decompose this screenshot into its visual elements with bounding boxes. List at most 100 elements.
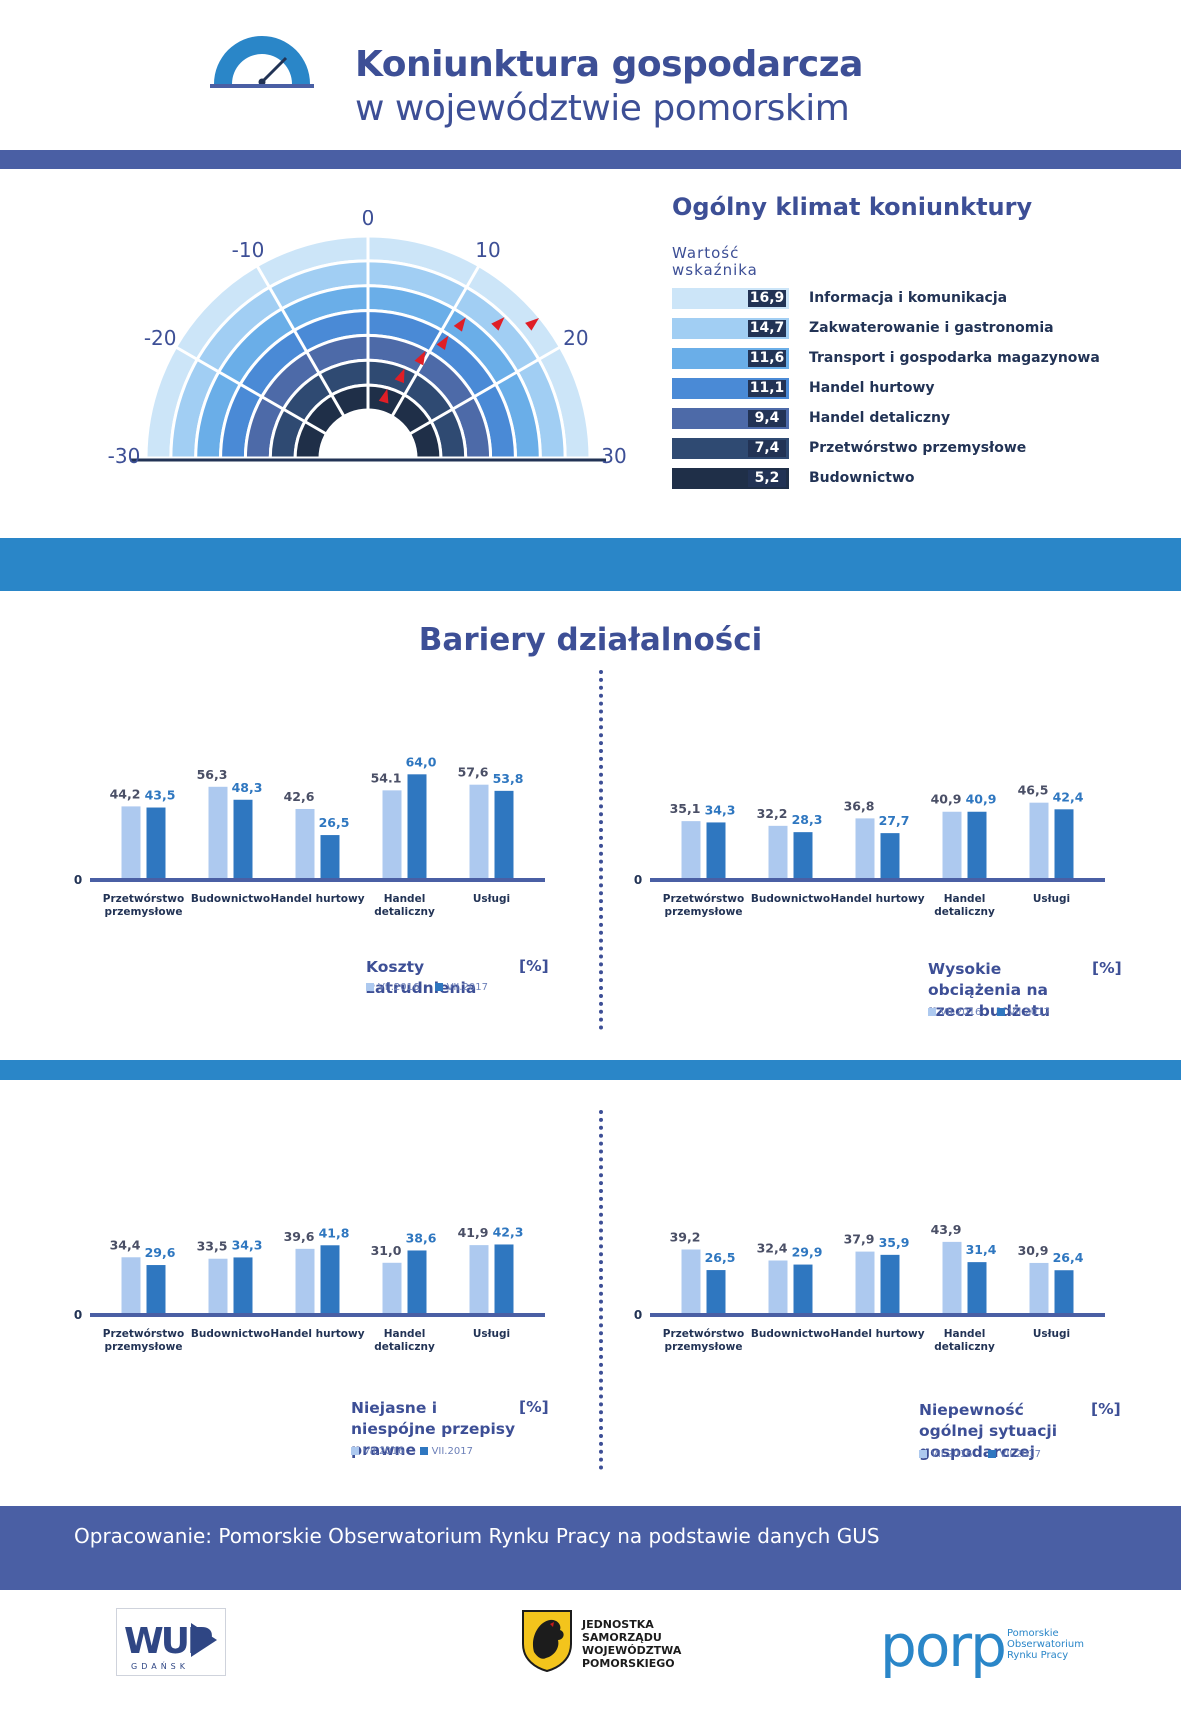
category-label: Handel detaliczny bbox=[374, 1328, 435, 1353]
bar-2016 bbox=[942, 1241, 962, 1313]
legend-2017: VII.2017 bbox=[1008, 1007, 1050, 1018]
bar-2016 bbox=[382, 1262, 402, 1313]
chart0-unit: [%] bbox=[519, 957, 549, 975]
porp-logo-text: Pomorskie Obserwatorium Rynku Pracy bbox=[1007, 1628, 1085, 1661]
category-label: Handel detaliczny bbox=[934, 1328, 995, 1353]
data-label: 29,6 bbox=[145, 1245, 176, 1260]
gauge-legend-row: 5,2 Budownictwo bbox=[672, 468, 1181, 490]
bar-2016 bbox=[469, 784, 489, 878]
data-label: 28,3 bbox=[792, 812, 823, 827]
bar-2017 bbox=[1054, 1270, 1074, 1313]
bar-2016 bbox=[768, 825, 788, 878]
gauge-legend-row: 16,9 Informacja i komunikacja bbox=[672, 288, 1181, 310]
legend-2016: VII.2016 bbox=[363, 1446, 405, 1457]
data-label: 33,5 bbox=[197, 1239, 228, 1254]
gauge-arrow bbox=[525, 318, 540, 331]
gauge-divider bbox=[255, 264, 346, 418]
category-label: Budownictwo bbox=[191, 1328, 270, 1340]
chart1-title: Wysokie obciążenia na rzecz budżetu bbox=[928, 960, 1050, 1020]
data-label: 35,9 bbox=[879, 1235, 910, 1250]
gauge-legend-label: Przetwórstwo przemysłowe bbox=[809, 440, 1027, 456]
gauge-scale-label: 10 bbox=[475, 238, 500, 262]
legend-2016: VII.2016 bbox=[378, 982, 420, 993]
gauge-divider bbox=[390, 264, 481, 418]
gauge-arrow bbox=[436, 335, 449, 350]
gauge-legend-label: Handel detaliczny bbox=[809, 410, 951, 426]
data-label: 31,4 bbox=[966, 1242, 997, 1257]
chart3-unit: [%] bbox=[1091, 1400, 1121, 1418]
data-label: 44,2 bbox=[110, 786, 141, 801]
divider-top bbox=[599, 670, 603, 1030]
data-label: 41,9 bbox=[458, 1225, 489, 1240]
samorzad-logo-text: JEDNOSTKA SAMORZĄDU WOJEWÓDZTWA POMORSKI… bbox=[582, 1618, 682, 1670]
chart0-title: Koszty zatrudnienia bbox=[366, 958, 477, 997]
gauge-legend-value: 11,1 bbox=[748, 380, 786, 397]
gauge-scale-label: 0 bbox=[362, 210, 375, 230]
bar-2016 bbox=[681, 821, 701, 878]
chart3-title: Niepewność ogólnej sytuacji gospodarczej bbox=[919, 1401, 1058, 1461]
bar-2017 bbox=[494, 790, 514, 878]
source-note: Opracowanie: Pomorskie Obserwatorium Ryn… bbox=[74, 1524, 880, 1548]
data-label: 48,3 bbox=[232, 780, 263, 795]
bar-2016 bbox=[469, 1245, 489, 1313]
category-label: Przetwórstwo przemysłowe bbox=[663, 1328, 744, 1353]
category-label: Usługi bbox=[1033, 893, 1070, 905]
gauge-legend-row: 7,4 Przetwórstwo przemysłowe bbox=[672, 438, 1181, 460]
bar-2016 bbox=[208, 1258, 228, 1313]
category-label: Budownictwo bbox=[191, 893, 270, 905]
data-label: 34,3 bbox=[232, 1237, 263, 1252]
category-label: Przetwórstwo przemysłowe bbox=[103, 893, 184, 918]
category-label: Handel hurtowy bbox=[830, 1328, 924, 1340]
gauge-legend-value: 9,4 bbox=[748, 410, 786, 427]
gauge-title: Ogólny klimat koniunktury bbox=[672, 193, 1033, 221]
section-band-2 bbox=[0, 1060, 1181, 1080]
gauge-legend-row: 9,4 Handel detaliczny bbox=[672, 408, 1181, 430]
chart2-unit: [%] bbox=[519, 1398, 549, 1416]
arrow-icon bbox=[191, 1623, 217, 1657]
speedometer-icon bbox=[210, 36, 314, 88]
category-label: Handel hurtowy bbox=[270, 1328, 364, 1340]
bar-2016 bbox=[768, 1260, 788, 1313]
barriers-title: Bariery działalności bbox=[418, 622, 763, 658]
y-zero-label: 0 bbox=[74, 873, 82, 887]
data-label: 53,8 bbox=[493, 771, 524, 786]
gauge-legend-value: 7,4 bbox=[748, 440, 786, 457]
data-label: 54.1 bbox=[371, 770, 402, 785]
chart2-title: Niejasne i niespójne przepisy prawne bbox=[351, 1399, 516, 1459]
bar-2016 bbox=[121, 806, 141, 878]
chart-koszty-zatrudnienia: 0 44,2 43,5 Przetwórstwo przemysłowe 56,3 48,3… bbox=[74, 754, 545, 918]
category-label: Handel detaliczny bbox=[374, 893, 435, 918]
bar-2017 bbox=[146, 807, 166, 878]
gauge-scale-label: -20 bbox=[144, 326, 177, 350]
category-label: Handel detaliczny bbox=[934, 893, 995, 918]
data-label: 36,8 bbox=[844, 798, 875, 813]
data-label: 56,3 bbox=[197, 767, 228, 782]
bar-2017 bbox=[967, 811, 987, 878]
gauge-legend-row: 11,1 Handel hurtowy bbox=[672, 378, 1181, 400]
data-label: 39,6 bbox=[284, 1229, 315, 1244]
gauge-legend-label: Zakwaterowanie i gastronomia bbox=[809, 320, 1054, 336]
bar-2017 bbox=[1054, 809, 1074, 878]
legend-2016: VII.2016 bbox=[931, 1449, 973, 1460]
wup-logo: WUP GDAŃSK bbox=[116, 1608, 226, 1676]
data-label: 26,5 bbox=[319, 815, 350, 830]
bar-2017 bbox=[793, 832, 813, 878]
category-label: Przetwórstwo przemysłowe bbox=[663, 893, 744, 918]
gauge-divider bbox=[408, 345, 562, 436]
page-title: Koniunktura gospodarcza bbox=[355, 44, 863, 85]
gauge-arrow bbox=[378, 388, 389, 404]
data-label: 39,2 bbox=[670, 1229, 701, 1244]
category-label: Handel hurtowy bbox=[830, 893, 924, 905]
bar-2017 bbox=[706, 1270, 726, 1313]
gauge-legend-value: 14,7 bbox=[748, 320, 786, 337]
gauge-scale-label: 20 bbox=[563, 326, 588, 350]
page-subtitle: w województwie pomorskim bbox=[355, 88, 850, 129]
category-label: Budownictwo bbox=[751, 1328, 830, 1340]
data-label: 42,6 bbox=[284, 789, 315, 804]
bar-2017 bbox=[233, 799, 253, 878]
gauge-legend-value: 16,9 bbox=[748, 290, 786, 307]
y-zero-label: 0 bbox=[634, 1308, 642, 1322]
bar-2016 bbox=[855, 818, 875, 878]
gauge-chart: -30 -20 -10 0 10 20 30 bbox=[108, 210, 627, 468]
bar-2017 bbox=[146, 1265, 166, 1313]
